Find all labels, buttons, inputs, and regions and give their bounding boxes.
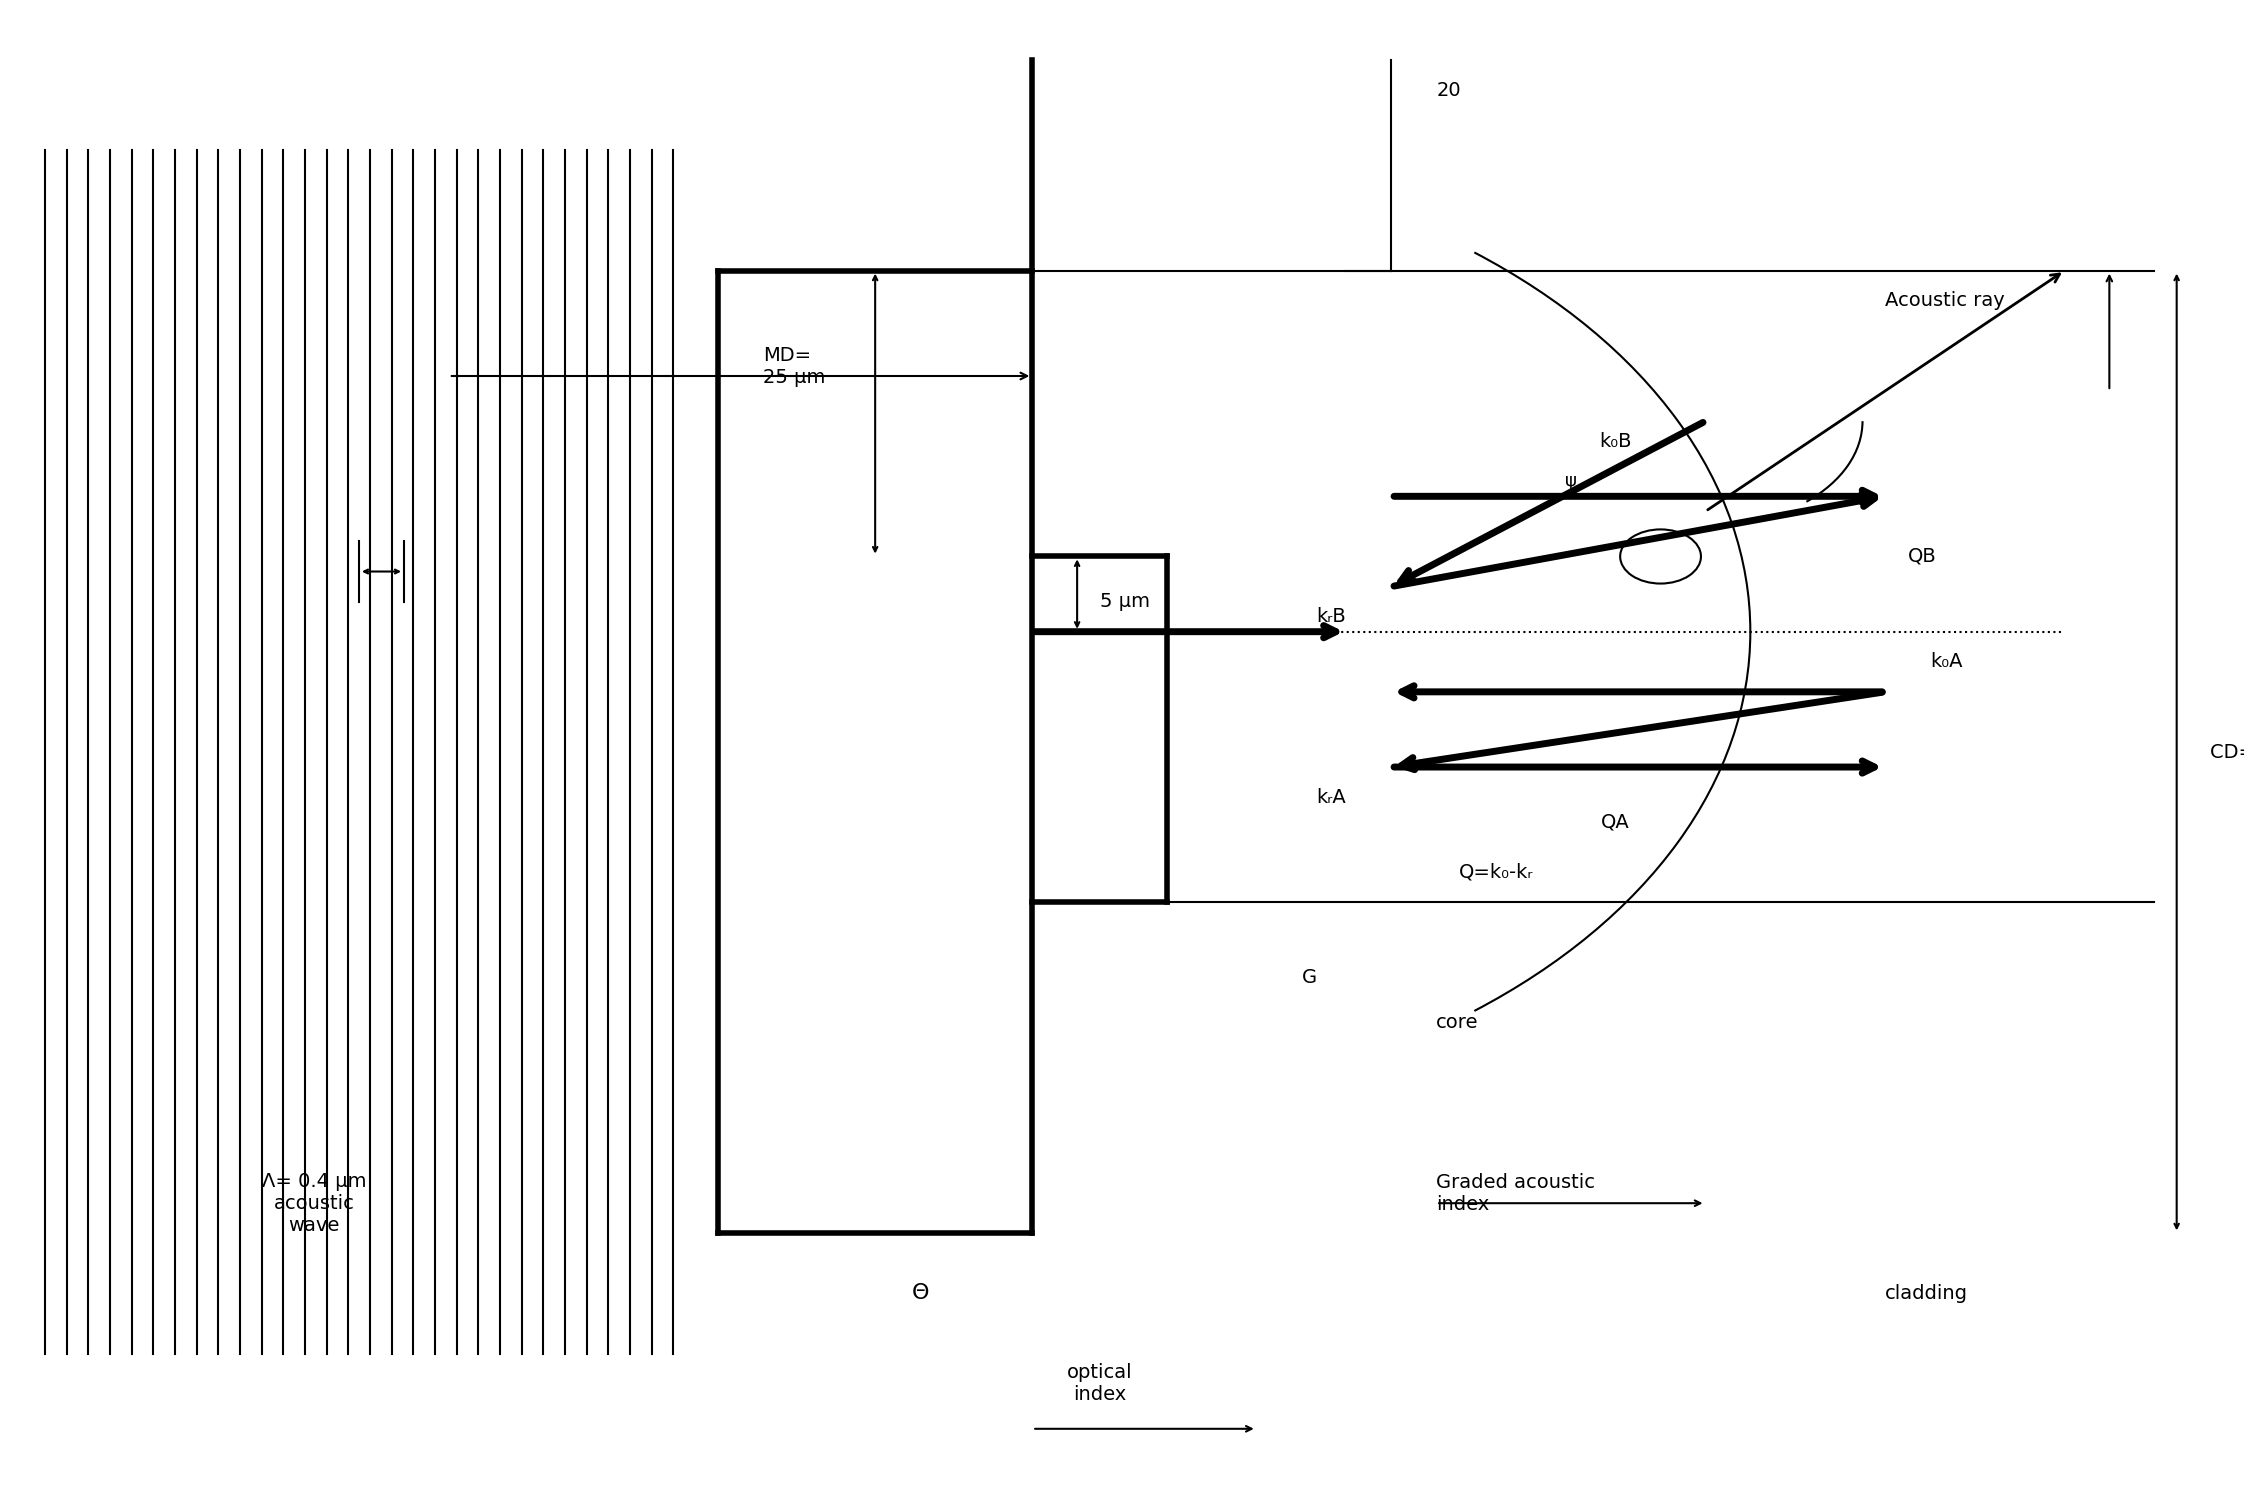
Text: kᵣB: kᵣB	[1317, 608, 1346, 626]
Text: 20: 20	[1436, 81, 1461, 99]
Text: kᵣA: kᵣA	[1317, 788, 1346, 806]
Text: G: G	[1302, 969, 1317, 987]
Text: 5 μm: 5 μm	[1100, 593, 1149, 611]
Text: QB: QB	[1907, 547, 1937, 566]
Text: ψ: ψ	[1564, 472, 1578, 490]
Text: Acoustic ray: Acoustic ray	[1885, 292, 2004, 310]
Text: cladding: cladding	[1885, 1284, 1968, 1302]
Text: k₀B: k₀B	[1600, 432, 1631, 451]
Text: Θ: Θ	[911, 1283, 929, 1304]
Text: Q=k₀-kᵣ: Q=k₀-kᵣ	[1459, 863, 1533, 881]
Text: Λ= 0.4 μm
acoustic
wave: Λ= 0.4 μm acoustic wave	[263, 1172, 366, 1235]
Text: CD=45 μm: CD=45 μm	[2210, 743, 2244, 761]
Text: core: core	[1436, 1014, 1479, 1032]
Text: MD=
25 μm: MD= 25 μm	[763, 346, 826, 387]
Text: optical
index: optical index	[1066, 1363, 1133, 1405]
Text: Graded acoustic
index: Graded acoustic index	[1436, 1173, 1595, 1214]
Text: QA: QA	[1602, 812, 1629, 832]
Text: k₀A: k₀A	[1930, 653, 1961, 671]
